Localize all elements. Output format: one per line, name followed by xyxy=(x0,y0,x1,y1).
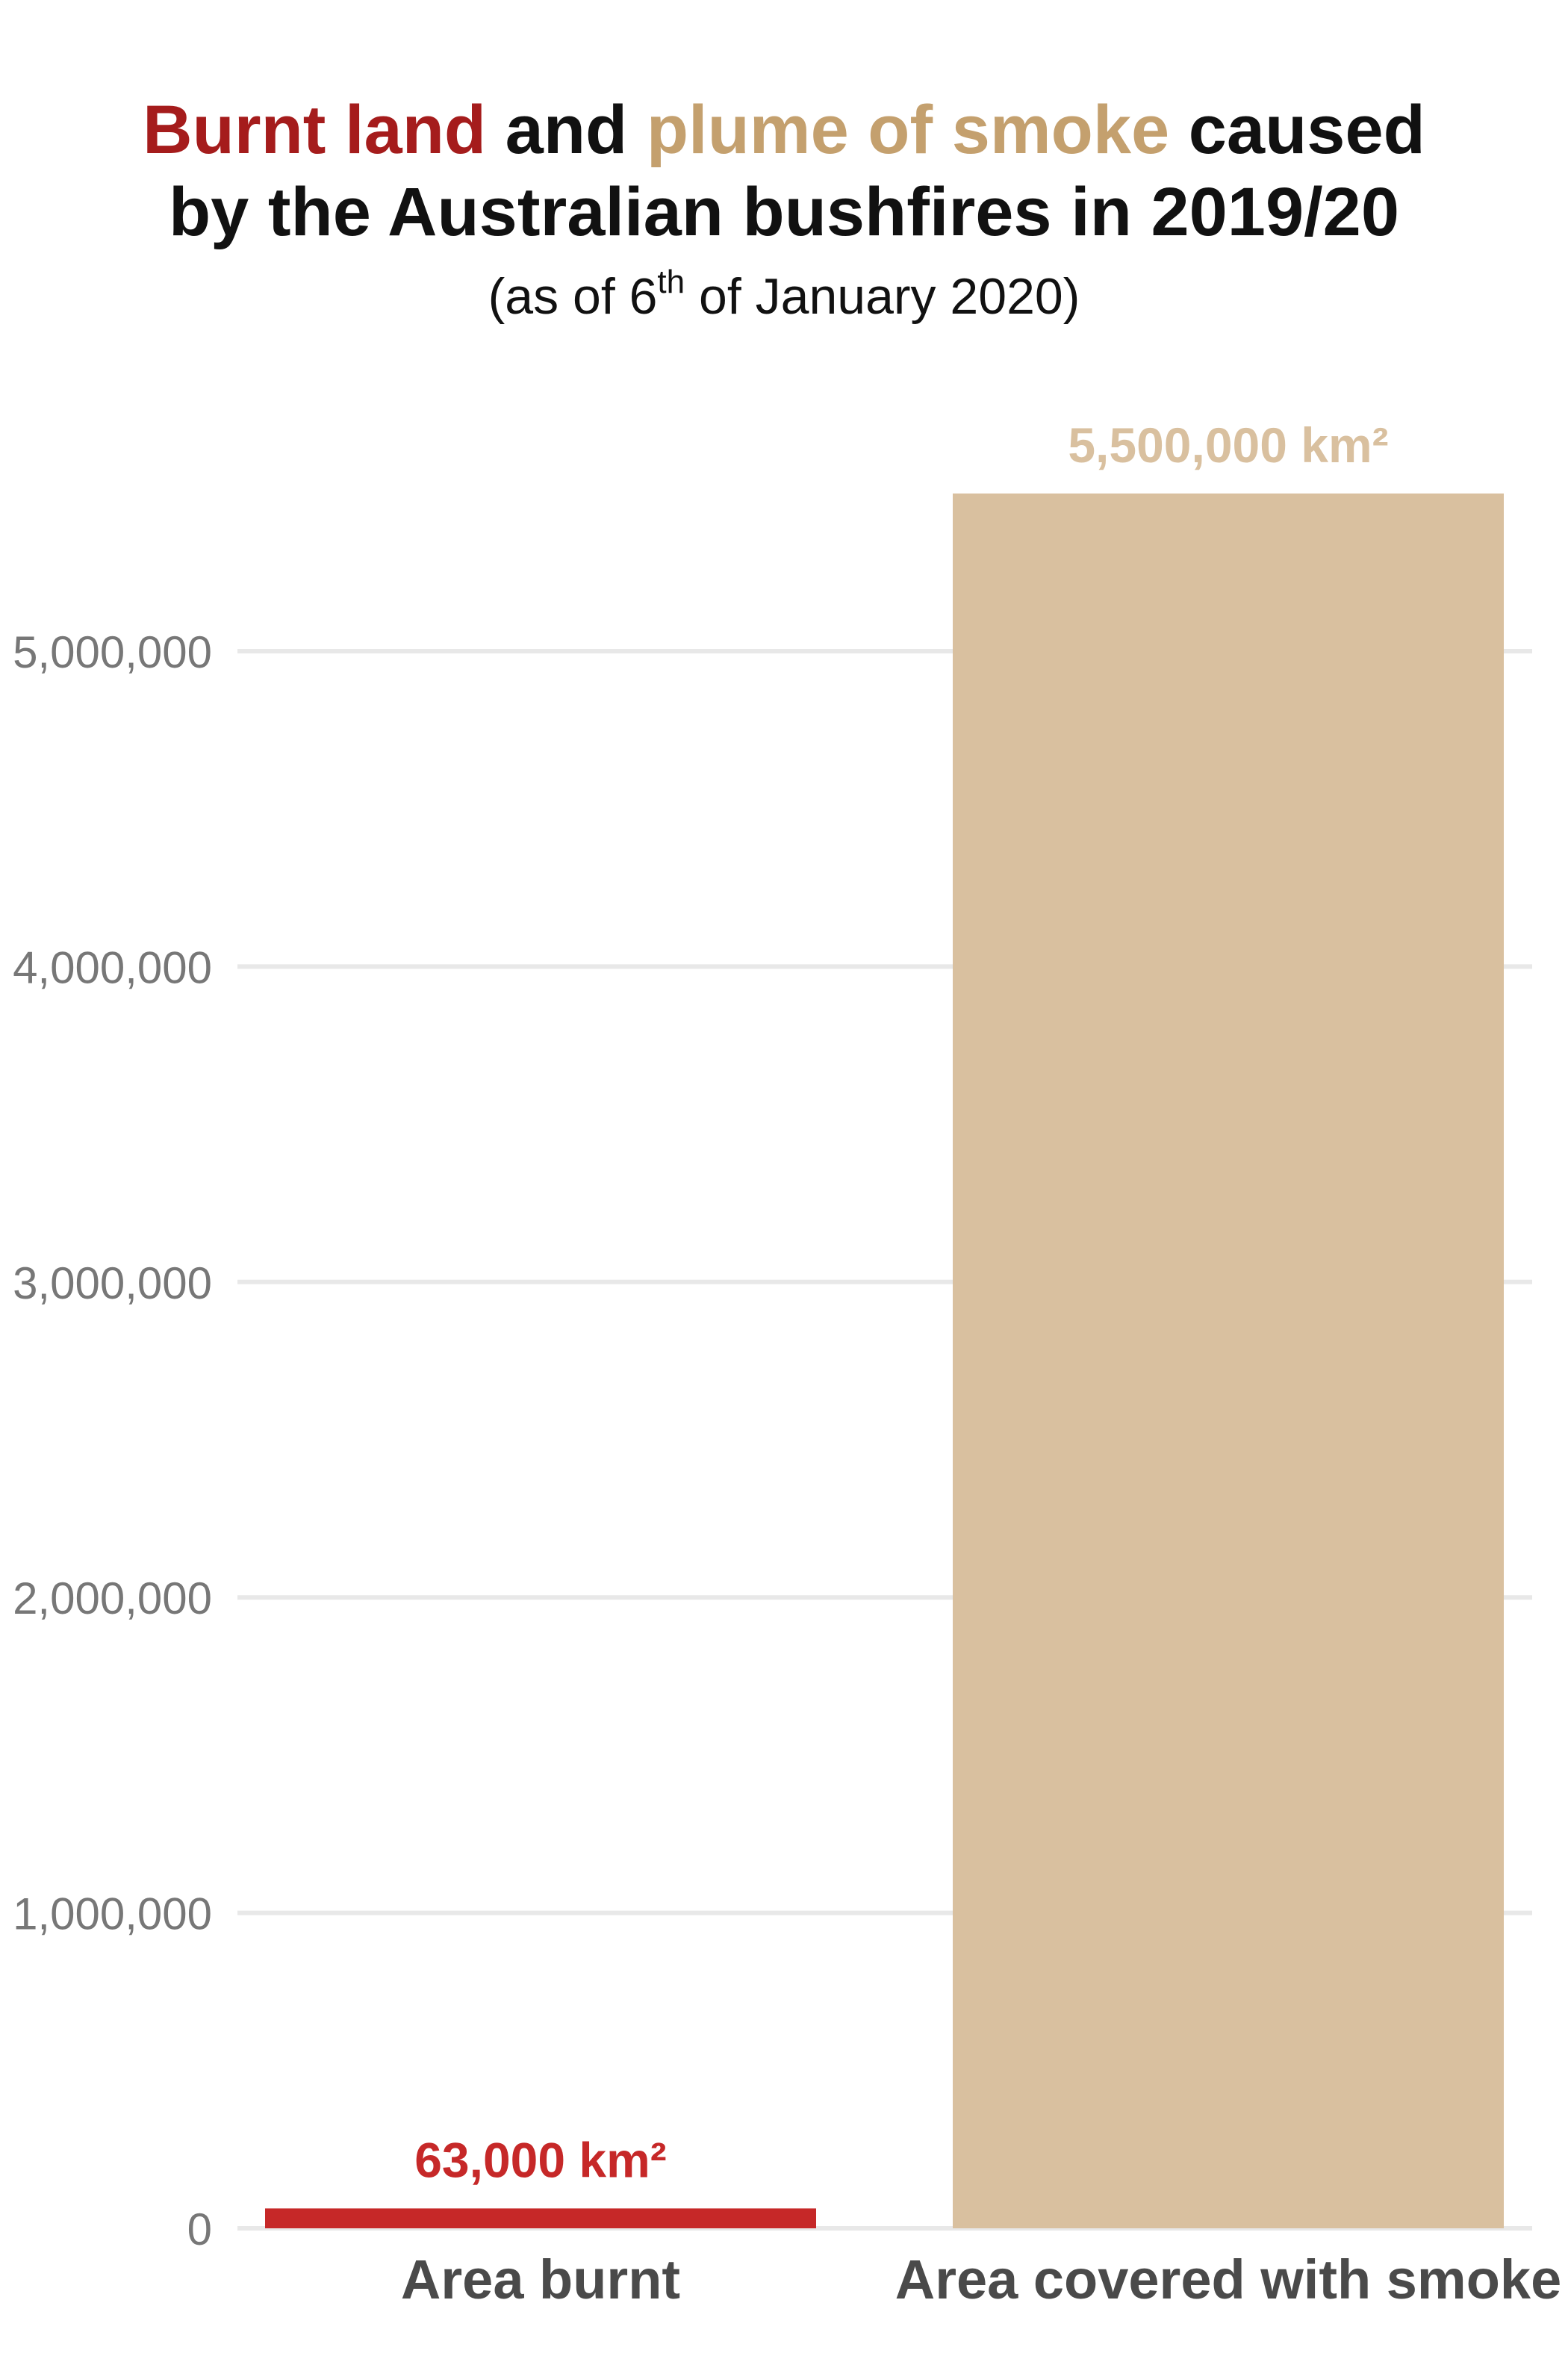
chart-title-line-1: Burnt land and plume of smoke caused xyxy=(143,92,1425,168)
bar-area-covered-with-smoke xyxy=(953,493,1504,2228)
subtitle-prefix: (as of 6 xyxy=(488,268,658,325)
data-labels: 63,000 km² 5,500,000 km² xyxy=(414,417,1388,2188)
y-tick-label: 2,000,000 xyxy=(13,1573,212,1623)
x-category-label: Area covered with smoke xyxy=(895,2248,1561,2310)
x-axis-category-labels: Area burnt Area covered with smoke xyxy=(401,2248,1561,2310)
title-segment-burnt-land: Burnt land xyxy=(143,92,486,168)
chart-title-line-2: by the Australian bushfires in 2019/20 xyxy=(169,174,1399,250)
title-segment-and: and xyxy=(486,92,647,168)
y-tick-label: 0 xyxy=(187,2204,212,2254)
data-label: 63,000 km² xyxy=(414,2132,667,2187)
bar-area-burnt xyxy=(265,2208,816,2228)
subtitle-superscript: th xyxy=(657,264,685,300)
bars xyxy=(265,493,1504,2228)
title-segment-plume-of-smoke: plume of smoke xyxy=(647,92,1169,168)
y-tick-label: 1,000,000 xyxy=(13,1889,212,1939)
title-segment-caused: caused xyxy=(1169,92,1425,168)
y-tick-label: 3,000,000 xyxy=(13,1258,212,1308)
y-axis-tick-labels: 0 1,000,000 2,000,000 3,000,000 4,000,000 5,0… xyxy=(13,627,212,2254)
x-category-label: Area burnt xyxy=(401,2248,680,2310)
data-label: 5,500,000 km² xyxy=(1068,417,1388,473)
chart-subtitle: (as of 6th of January 2020) xyxy=(488,264,1080,325)
y-tick-label: 4,000,000 xyxy=(13,942,212,992)
y-tick-label: 5,000,000 xyxy=(13,627,212,677)
subtitle-suffix: of January 2020) xyxy=(685,268,1080,325)
